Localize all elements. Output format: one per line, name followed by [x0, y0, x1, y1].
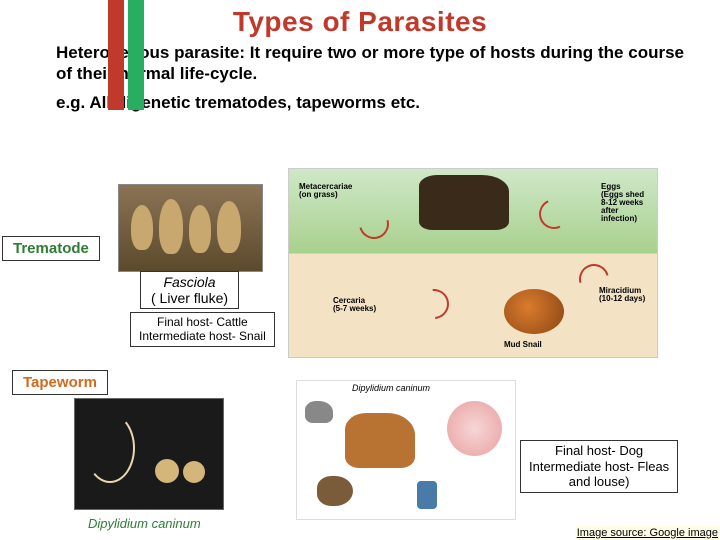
lc-mudsnail: Mud Snail [504, 341, 542, 349]
cycle-arrow-3 [413, 283, 455, 325]
egg-icon [447, 401, 502, 456]
definition-term: Heteroxenous parasite: [56, 43, 245, 62]
lc-eggs: Eggs (Eggs shed 8-12 weeks after infecti… [601, 183, 644, 223]
slide-icon [417, 481, 437, 509]
dipylidium-lifecycle-diagram: Dipylidium caninum [296, 380, 516, 520]
cat-icon [305, 401, 333, 423]
tapeworm-photo [74, 398, 224, 510]
cycle-arrow-1 [535, 195, 573, 233]
cycle-arrow-4 [354, 204, 395, 245]
tapeworm-label: Tapeworm [12, 370, 108, 395]
decor-bar-green [128, 0, 144, 110]
fasciola-lifecycle-diagram: Metacercariae(on grass) Eggs (Eggs shed … [288, 168, 658, 358]
fasciola-photo [118, 184, 263, 272]
image-source-note: Image source: Google image [575, 526, 720, 540]
cow-icon [419, 175, 509, 230]
diagram-title: Dipylidium caninum [352, 383, 430, 393]
lc-miracidium: Miracidium(10-12 days) [599, 287, 645, 303]
snail-icon [504, 289, 564, 334]
fasciola-sub: ( Liver fluke) [151, 290, 228, 306]
lc-metacercariae: Metacercariae(on grass) [299, 183, 352, 199]
dipylidium-caption: Dipylidium caninum [88, 516, 201, 531]
trematode-label: Trematode [2, 236, 100, 261]
fasciola-intermediate-host: Intermediate host- Snail [139, 329, 266, 343]
decor-bar-red [108, 0, 124, 110]
flea-icon [317, 476, 353, 506]
fasciola-final-host: Final host- Cattle [139, 315, 266, 329]
tapeworm-hosts-box: Final host- Dog Intermediate host- Fleas… [520, 440, 678, 493]
fasciola-hosts-box: Final host- Cattle Intermediate host- Sn… [130, 312, 275, 347]
worm-shape [85, 413, 135, 483]
dog-icon [345, 413, 415, 468]
tapeworm-intermediate-host: Intermediate host- Fleas [529, 459, 669, 475]
tapeworm-final-host: Final host- Dog [529, 443, 669, 459]
fasciola-italic: Fasciola [151, 274, 228, 290]
fasciola-name-box: Fasciola ( Liver fluke) [140, 271, 239, 309]
tapeworm-hosts-line3: and louse) [529, 474, 669, 490]
lc-cercaria: Cercaria(5-7 weeks) [333, 297, 376, 313]
